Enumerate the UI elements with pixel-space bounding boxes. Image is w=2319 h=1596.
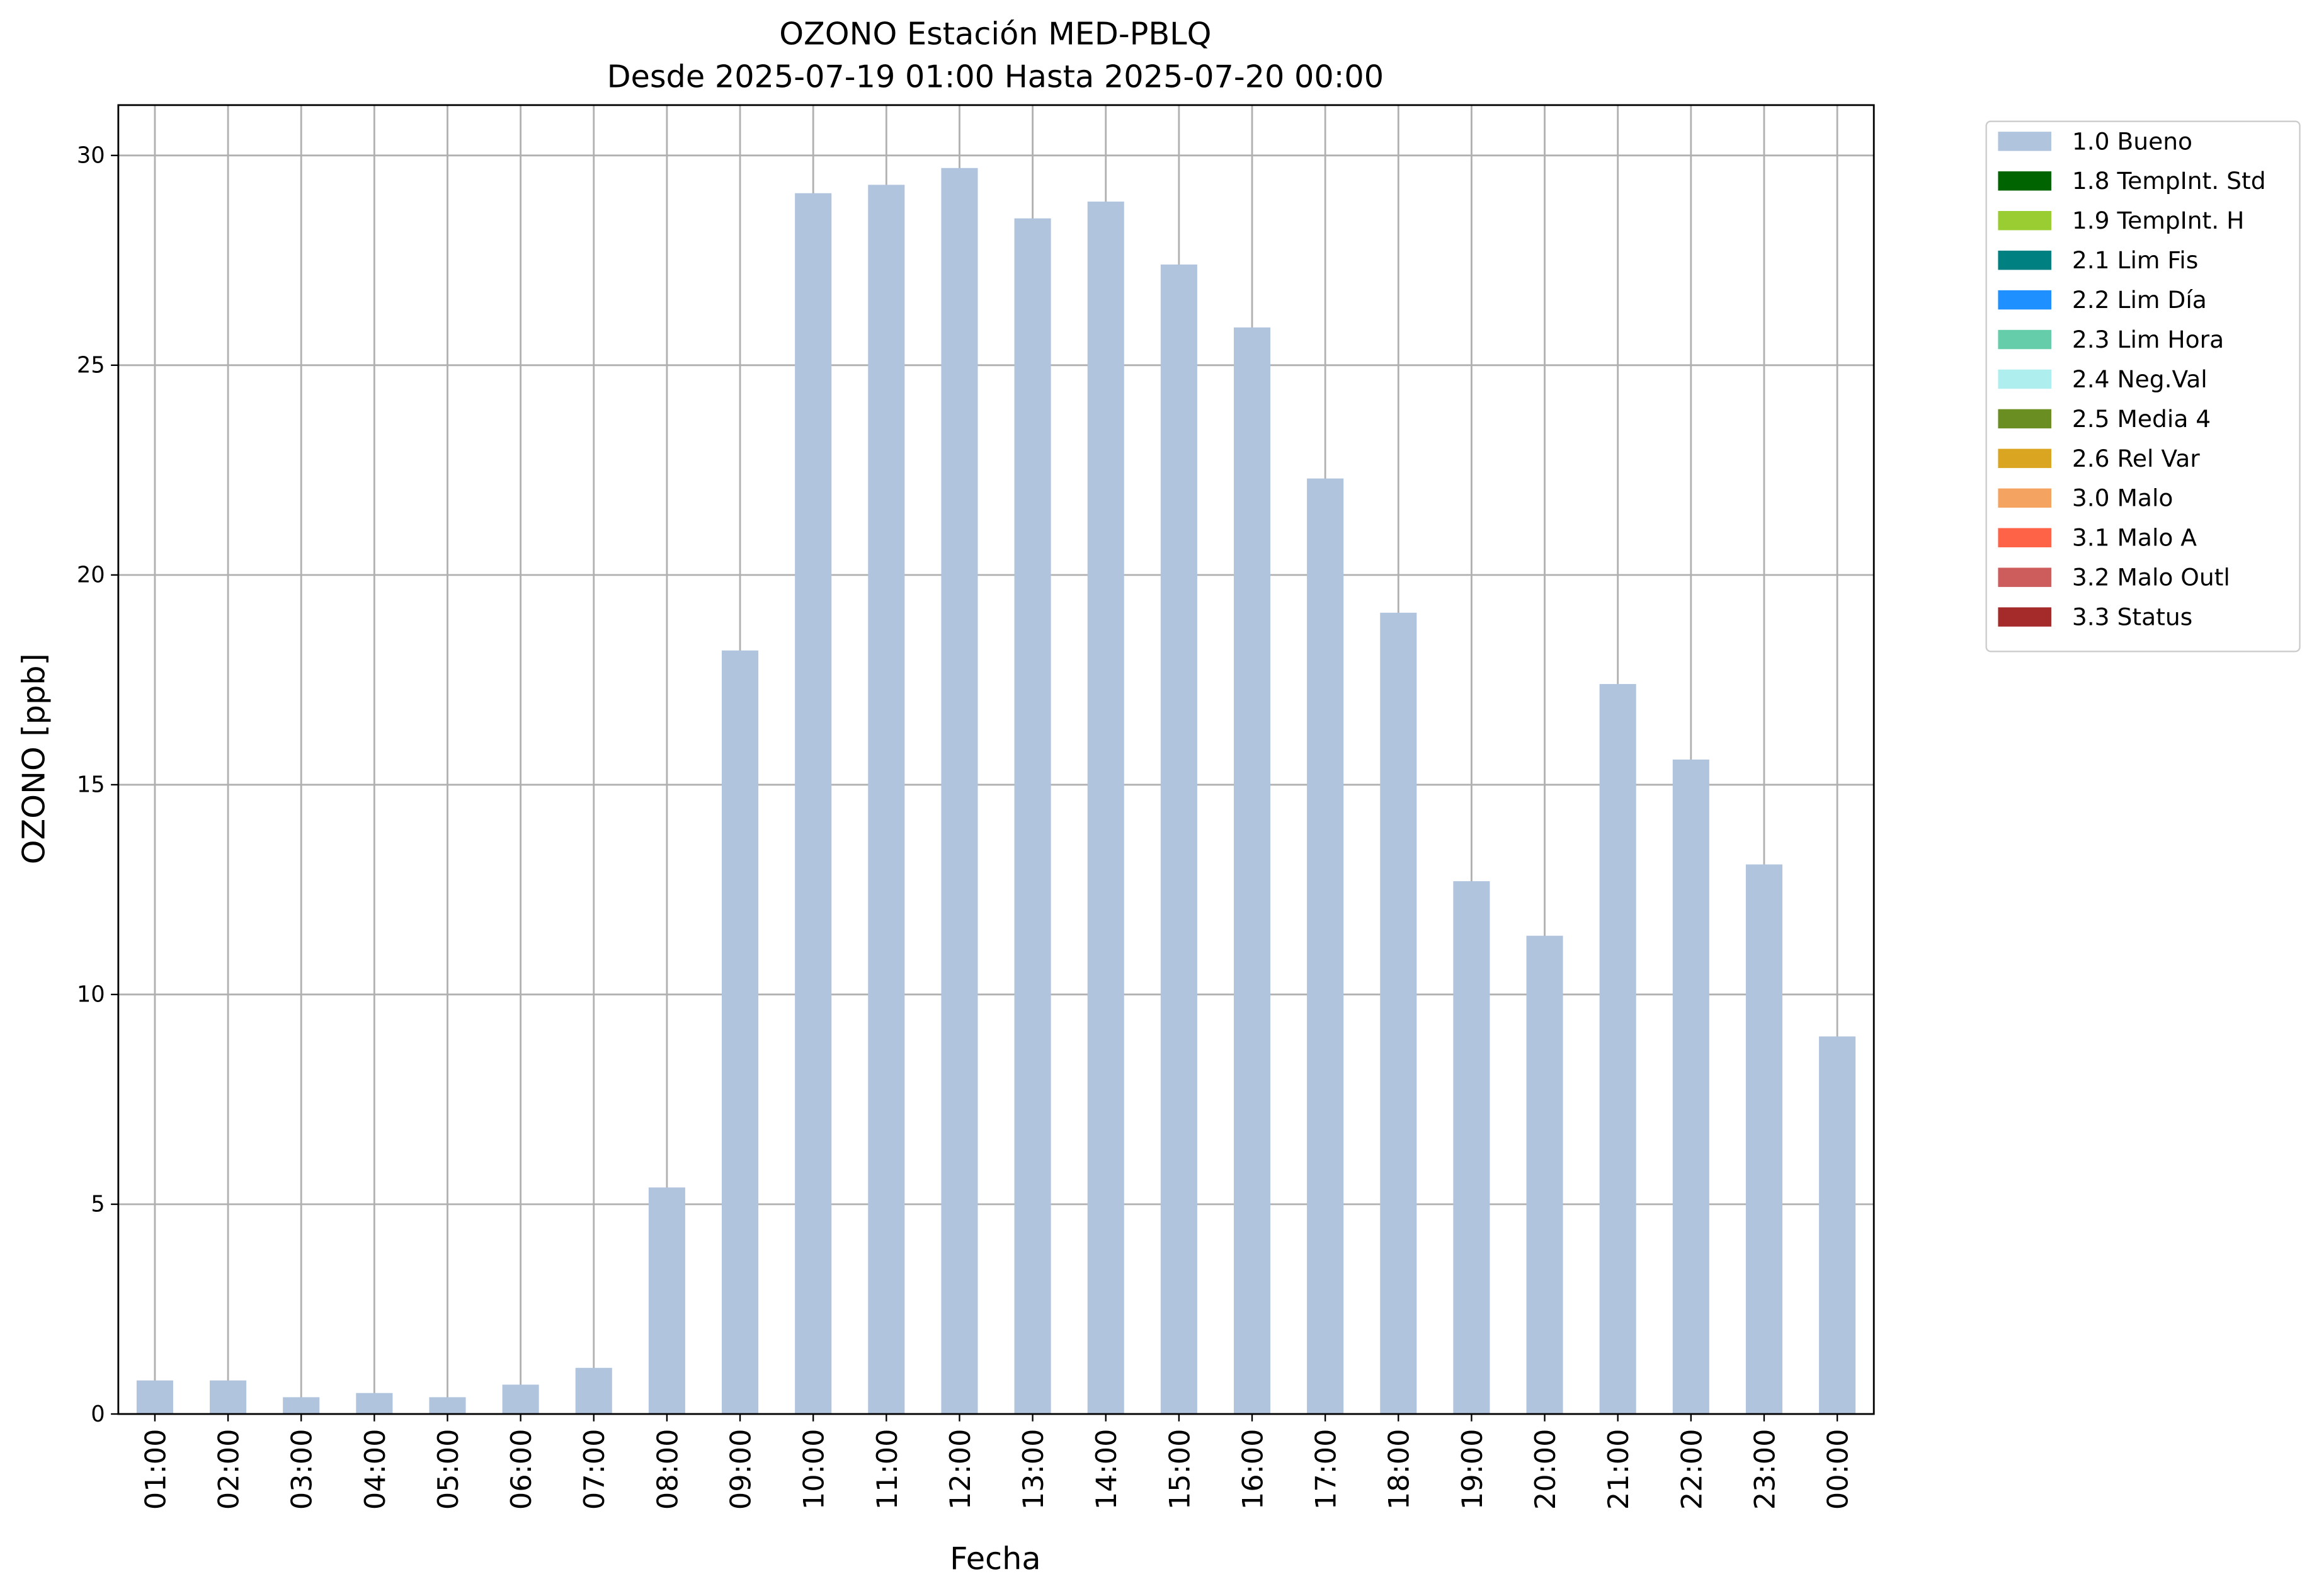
y-axis-label: OZONO [ppb]	[15, 653, 52, 864]
legend-label: 3.2 Malo Outl	[2072, 564, 2230, 591]
bar	[1160, 264, 1197, 1415]
legend-label: 2.5 Media 4	[2072, 405, 2211, 433]
x-tick-label: 16:00	[1236, 1429, 1269, 1510]
legend-label: 2.6 Rel Var	[2072, 445, 2200, 472]
x-tick-label: 11:00	[871, 1429, 904, 1510]
bar	[1014, 218, 1051, 1415]
bar	[941, 168, 978, 1415]
bar	[575, 1367, 612, 1415]
x-tick-label: 07:00	[578, 1429, 611, 1510]
bar	[429, 1397, 466, 1415]
bar	[1307, 478, 1344, 1415]
y-tick-label: 10	[77, 982, 105, 1008]
x-tick-label: 08:00	[651, 1429, 684, 1510]
legend-swatch	[1998, 290, 2051, 310]
x-tick-label: 02:00	[213, 1429, 246, 1510]
x-tick-label: 15:00	[1163, 1429, 1196, 1510]
legend-swatch	[1998, 567, 2051, 587]
legend-label: 2.3 Lim Hora	[2072, 326, 2224, 353]
bar	[1745, 864, 1783, 1415]
chart-subtitle: Desde 2025-07-19 01:00 Hasta 2025-07-20 …	[607, 59, 1384, 95]
legend-swatch	[1998, 488, 2051, 508]
x-tick-label: 00:00	[1822, 1429, 1855, 1510]
bar	[136, 1380, 173, 1415]
legend-swatch	[1998, 409, 2051, 429]
bar	[1380, 612, 1417, 1415]
bar	[868, 185, 905, 1415]
x-axis-label: Fecha	[950, 1541, 1041, 1577]
y-tick-label: 30	[77, 143, 105, 169]
bar	[648, 1187, 685, 1415]
x-tick-label: 19:00	[1456, 1429, 1489, 1510]
legend-swatch	[1998, 171, 2051, 191]
legend-label: 2.4 Neg.Val	[2072, 365, 2208, 393]
legend-swatch	[1998, 528, 2051, 547]
x-tick-label: 17:00	[1310, 1429, 1343, 1510]
bar	[283, 1397, 320, 1415]
bar	[1233, 327, 1271, 1415]
x-tick-label: 23:00	[1748, 1429, 1781, 1510]
x-tick-label: 10:00	[798, 1429, 831, 1510]
y-tick-label: 15	[77, 772, 105, 798]
x-tick-label: 09:00	[724, 1429, 757, 1510]
legend-label: 3.0 Malo	[2072, 484, 2174, 512]
bar	[1599, 684, 1636, 1415]
x-tick-label: 13:00	[1017, 1429, 1050, 1510]
bar	[1672, 759, 1709, 1415]
legend-swatch	[1998, 448, 2051, 469]
bar	[795, 193, 832, 1415]
bar	[502, 1384, 539, 1415]
legend-swatch	[1998, 329, 2051, 350]
x-tick-label: 01:00	[139, 1429, 172, 1510]
legend-swatch	[1998, 250, 2051, 270]
legend-swatch	[1998, 210, 2051, 231]
x-tick-label: 03:00	[286, 1429, 319, 1510]
x-tick-label: 12:00	[944, 1429, 977, 1510]
legend-label: 2.1 Lim Fis	[2072, 246, 2198, 274]
x-tick-label: 22:00	[1675, 1429, 1708, 1510]
x-tick-label: 20:00	[1529, 1429, 1562, 1510]
legend-swatch	[1998, 607, 2051, 627]
bar	[1087, 202, 1124, 1415]
legend-swatch	[1998, 132, 2051, 151]
plot-frame	[117, 104, 1875, 1415]
bar	[1819, 1036, 1856, 1415]
legend-label: 3.3 Status	[2072, 603, 2192, 630]
legend-label: 1.9 TempInt. H	[2072, 207, 2245, 234]
x-tick-label: 21:00	[1602, 1429, 1635, 1510]
bar	[722, 650, 759, 1415]
legend-swatch	[1998, 369, 2051, 389]
y-tick-label: 0	[91, 1401, 105, 1427]
y-tick-label: 25	[77, 353, 105, 379]
x-tick-label: 18:00	[1383, 1429, 1416, 1510]
x-tick-label: 06:00	[505, 1429, 538, 1510]
legend-label: 2.2 Lim Día	[2072, 286, 2207, 314]
x-tick-label: 14:00	[1090, 1429, 1123, 1510]
y-tick-label: 20	[77, 562, 105, 588]
chart-title: OZONO Estación MED-PBLQ	[779, 16, 1211, 52]
legend-label: 3.1 Malo A	[2072, 524, 2197, 552]
legend-label: 1.0 Bueno	[2072, 127, 2192, 155]
x-tick-label: 04:00	[359, 1429, 392, 1510]
bar	[210, 1380, 247, 1415]
bar	[1526, 935, 1563, 1415]
y-tick-label: 5	[91, 1192, 105, 1217]
bar	[356, 1393, 393, 1415]
legend-box	[1985, 120, 2301, 653]
legend-label: 1.8 TempInt. Std	[2072, 167, 2266, 195]
x-tick-label: 05:00	[432, 1429, 465, 1510]
bar	[1453, 881, 1490, 1415]
